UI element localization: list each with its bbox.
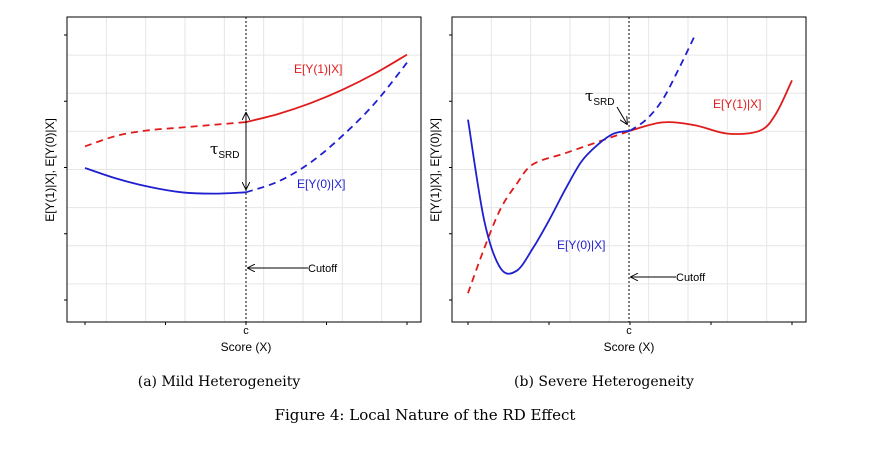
plot-frame	[66, 16, 422, 323]
y-axis-label: E[Y(1)|X], E[Y(0)|X]	[43, 118, 57, 222]
x-axis-label: Score (X)	[604, 340, 655, 354]
x-axis-label: Score (X)	[221, 340, 272, 354]
y0-curve-left-segment	[467, 119, 631, 275]
tau-label: τSRD	[210, 140, 239, 161]
y1-curve-right-segment	[245, 53, 408, 123]
y1-curve-label: E[Y(1)|X]	[713, 97, 761, 111]
y0-curve-right-segment	[629, 35, 696, 132]
y1-curve-label: E[Y(1)|X]	[294, 62, 342, 76]
cutoff-label: Cutoff	[308, 263, 338, 275]
series-group	[467, 35, 793, 294]
y0-curve-label: E[Y(0)|X]	[297, 177, 345, 191]
y1-curve-left-segment	[84, 121, 247, 148]
y1-curve-left-segment	[467, 129, 631, 294]
grid	[67, 17, 421, 322]
y0-curve-left-segment	[84, 167, 247, 195]
series-group	[84, 53, 408, 195]
y0-curve-label: E[Y(0)|X]	[557, 238, 605, 252]
figure-caption: Figure 4: Local Nature of the RD Effect	[275, 406, 576, 424]
subcaption-b: (b) Severe Heterogeneity	[514, 374, 694, 390]
y0-curve-right-segment	[245, 62, 408, 194]
tau-label: τSRD	[585, 87, 614, 108]
panel-severe: c Score (X) E[Y(1)|X], E[Y(0)|X] E[Y(1)|…	[428, 16, 807, 354]
axis-ticks	[449, 34, 793, 325]
axis-ticks	[64, 34, 408, 325]
panel-mild: c Score (X) E[Y(1)|X], E[Y(0)|X] E[Y(1)|…	[43, 16, 422, 354]
x-tick-label: c	[243, 325, 249, 337]
subcaption-a: (a) Mild Heterogeneity	[138, 374, 301, 390]
cutoff-label: Cutoff	[676, 272, 706, 284]
y1-curve-right-segment	[629, 80, 793, 135]
y-axis-label: E[Y(1)|X], E[Y(0)|X]	[428, 118, 442, 222]
x-tick-label: c	[626, 325, 632, 337]
effect-arrow	[616, 106, 627, 124]
